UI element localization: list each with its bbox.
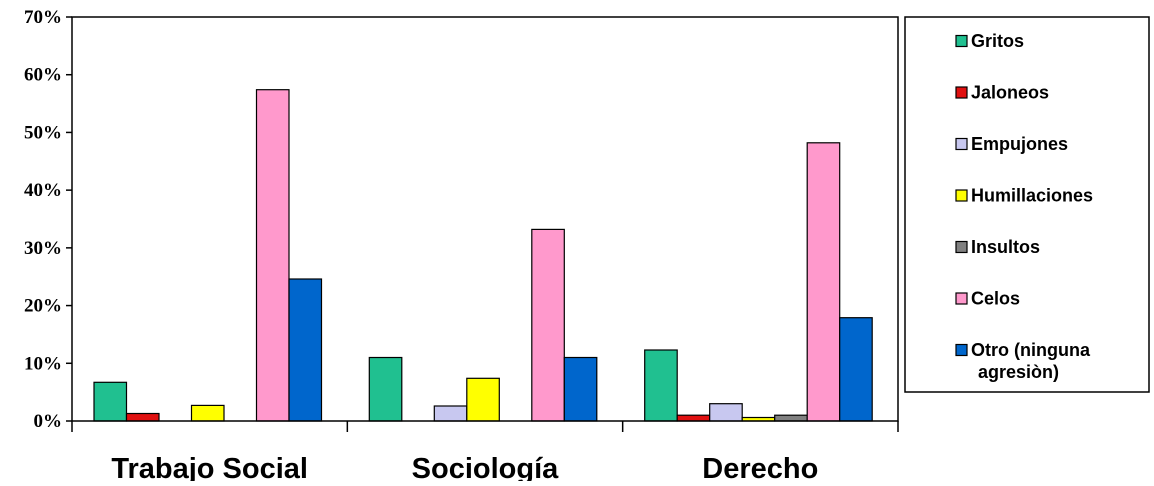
bar-otro-ninguna-agresion-derecho	[839, 317, 873, 422]
legend-swatch-insultos	[955, 240, 968, 254]
bar-insultos-derecho	[774, 414, 808, 422]
bar-jaloneos-trabajo-social	[125, 412, 160, 422]
bar-otro-ninguna-agresion-sociologia	[563, 356, 598, 422]
x-category-label-trabajo-social: Trabajo Social	[111, 453, 308, 481]
legend-label-jaloneos: Jaloneos	[971, 83, 1049, 103]
bar-empujones-sociologia	[433, 405, 468, 422]
y-tick-label: 60%	[24, 65, 62, 86]
bar-jaloneos-derecho	[676, 414, 711, 422]
bar-otro-ninguna-agresion-trabajo-social	[288, 278, 323, 422]
bar-gritos-derecho	[644, 349, 678, 422]
bar-gritos-sociologia	[368, 356, 403, 422]
legend-swatch-otro-ninguna-agresion	[955, 343, 968, 357]
legend-label-insultos: Insultos	[971, 237, 1040, 257]
legend-label-celos: Celos	[971, 289, 1020, 309]
y-tick-label: 70%	[24, 7, 62, 28]
legend-swatch-celos	[955, 292, 968, 305]
legend-label-gritos: Gritos	[971, 31, 1024, 51]
x-category-label-sociologia: Sociología	[412, 453, 560, 481]
bar-gritos-trabajo-social	[93, 381, 128, 422]
y-tick-label: 20%	[24, 296, 62, 317]
x-category-label-derecho: Derecho	[702, 453, 818, 481]
legend-label-otro-ninguna-agresion: Otro (ninguna agresiòn)	[971, 340, 1091, 382]
bar-celos-trabajo-social	[255, 89, 290, 422]
legend-label-humillaciones: Humillaciones	[971, 186, 1093, 206]
legend-swatch-jaloneos	[955, 86, 968, 99]
bar-empujones-derecho	[709, 403, 743, 422]
legend-swatch-humillaciones	[955, 189, 968, 202]
bar-celos-derecho	[806, 142, 841, 422]
bar-humillaciones-sociologia	[466, 377, 500, 422]
plot-area-frame	[71, 16, 899, 422]
y-tick-label: 30%	[24, 238, 62, 259]
y-tick-label: 0%	[34, 411, 63, 432]
y-tick-label: 50%	[24, 122, 62, 143]
legend-frame	[904, 16, 1150, 393]
bar-celos-sociologia	[531, 228, 565, 422]
legend-label-empujones: Empujones	[971, 134, 1068, 154]
y-tick-label: 10%	[24, 353, 62, 374]
y-tick-label: 40%	[24, 180, 62, 201]
bar-humillaciones-trabajo-social	[190, 404, 225, 422]
bars-group	[93, 89, 873, 422]
legend-swatch-gritos	[955, 34, 968, 48]
legend-swatch-empujones	[955, 137, 968, 151]
legend: Gritos Jaloneos Empujones Humillaciones Insu…	[904, 16, 1150, 393]
axes-group: 0% 10% 20% 30% 40% 50% 60% 70% Trabajo Social Soc…	[24, 7, 899, 485]
